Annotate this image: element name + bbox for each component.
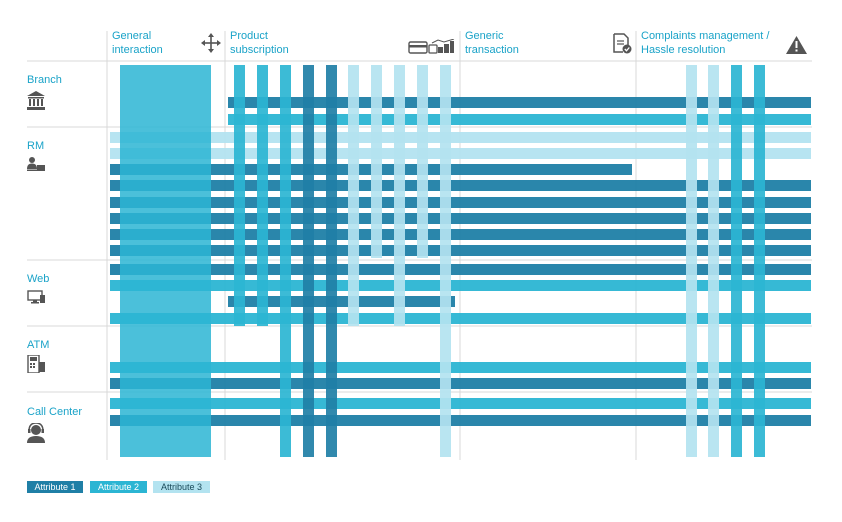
atm-machine-icon [27,355,45,373]
vertical-stripe-attribute-2 [280,65,291,457]
row-label-rm: RM [27,140,45,152]
horizontal-bar-attribute-1 [228,296,455,307]
horizontal-bar-attribute-1 [110,264,811,275]
column-header-complaints-management: Complaints management / Hassle resolutio… [641,30,770,56]
horizontal-bar-attribute-2 [110,398,811,409]
legend-attribute-3: Attribute 3 [153,481,210,493]
general-interaction-block [120,65,211,457]
document-check-icon [613,33,632,54]
warning-triangle-icon [786,36,807,54]
vertical-stripe-attribute-2 [754,65,765,457]
horizontal-bar-attribute-2 [110,362,811,373]
vertical-stripe-attribute-1 [303,65,314,457]
column-header-general-interaction: General interaction [112,30,163,56]
vertical-stripe-attribute-3 [417,65,428,258]
vertical-stripe-attribute-2 [257,65,268,326]
vertical-stripe-attribute-1 [326,65,337,457]
vertical-stripe-attribute-3 [348,65,359,326]
horizontal-bar-attribute-2 [110,280,811,291]
horizontal-bar-attribute-3 [110,148,811,159]
horizontal-bar-attribute-1 [110,213,811,224]
row-label-web: Web [27,273,50,285]
vertical-stripe-attribute-3 [371,65,382,258]
vertical-stripe-attribute-3 [440,65,451,457]
person-at-desk-icon [27,157,45,171]
vertical-stripe-attribute-3 [686,65,697,457]
horizontal-bar-attribute-1 [110,415,811,426]
column-header-generic-transaction: Generic transaction [465,30,519,56]
horizontal-bar-attribute-1 [110,180,811,191]
row-label-branch: Branch [27,74,62,86]
horizontal-bar-attribute-1 [110,245,811,256]
vertical-stripe-attribute-2 [234,65,245,326]
horizontal-bar-attribute-2 [228,114,811,125]
headset-agent-icon [27,423,45,443]
legend-attribute-2: Attribute 2 [90,481,147,493]
horizontal-bar-attribute-3 [110,132,811,143]
column-header-product-subscription: Product subscription [230,30,289,56]
computer-screen-icon [27,290,45,304]
row-label-call-center: Call Center [27,406,83,418]
legend-attribute-1: Attribute 1 [27,481,83,493]
horizontal-bar-attribute-2 [110,313,811,324]
cards-and-coins-icon [408,39,455,54]
horizontal-bar-attribute-1 [110,229,811,240]
vertical-stripe-attribute-3 [708,65,719,457]
row-label-atm: ATM [27,339,50,351]
horizontal-bar-attribute-1 [228,97,811,108]
horizontal-bar-attribute-1 [110,197,811,208]
move-arrows-icon [201,33,221,53]
vertical-stripe-attribute-2 [731,65,742,457]
vertical-stripe-attribute-3 [394,65,405,326]
bank-building-icon [27,91,45,110]
horizontal-bar-attribute-1 [110,378,811,389]
